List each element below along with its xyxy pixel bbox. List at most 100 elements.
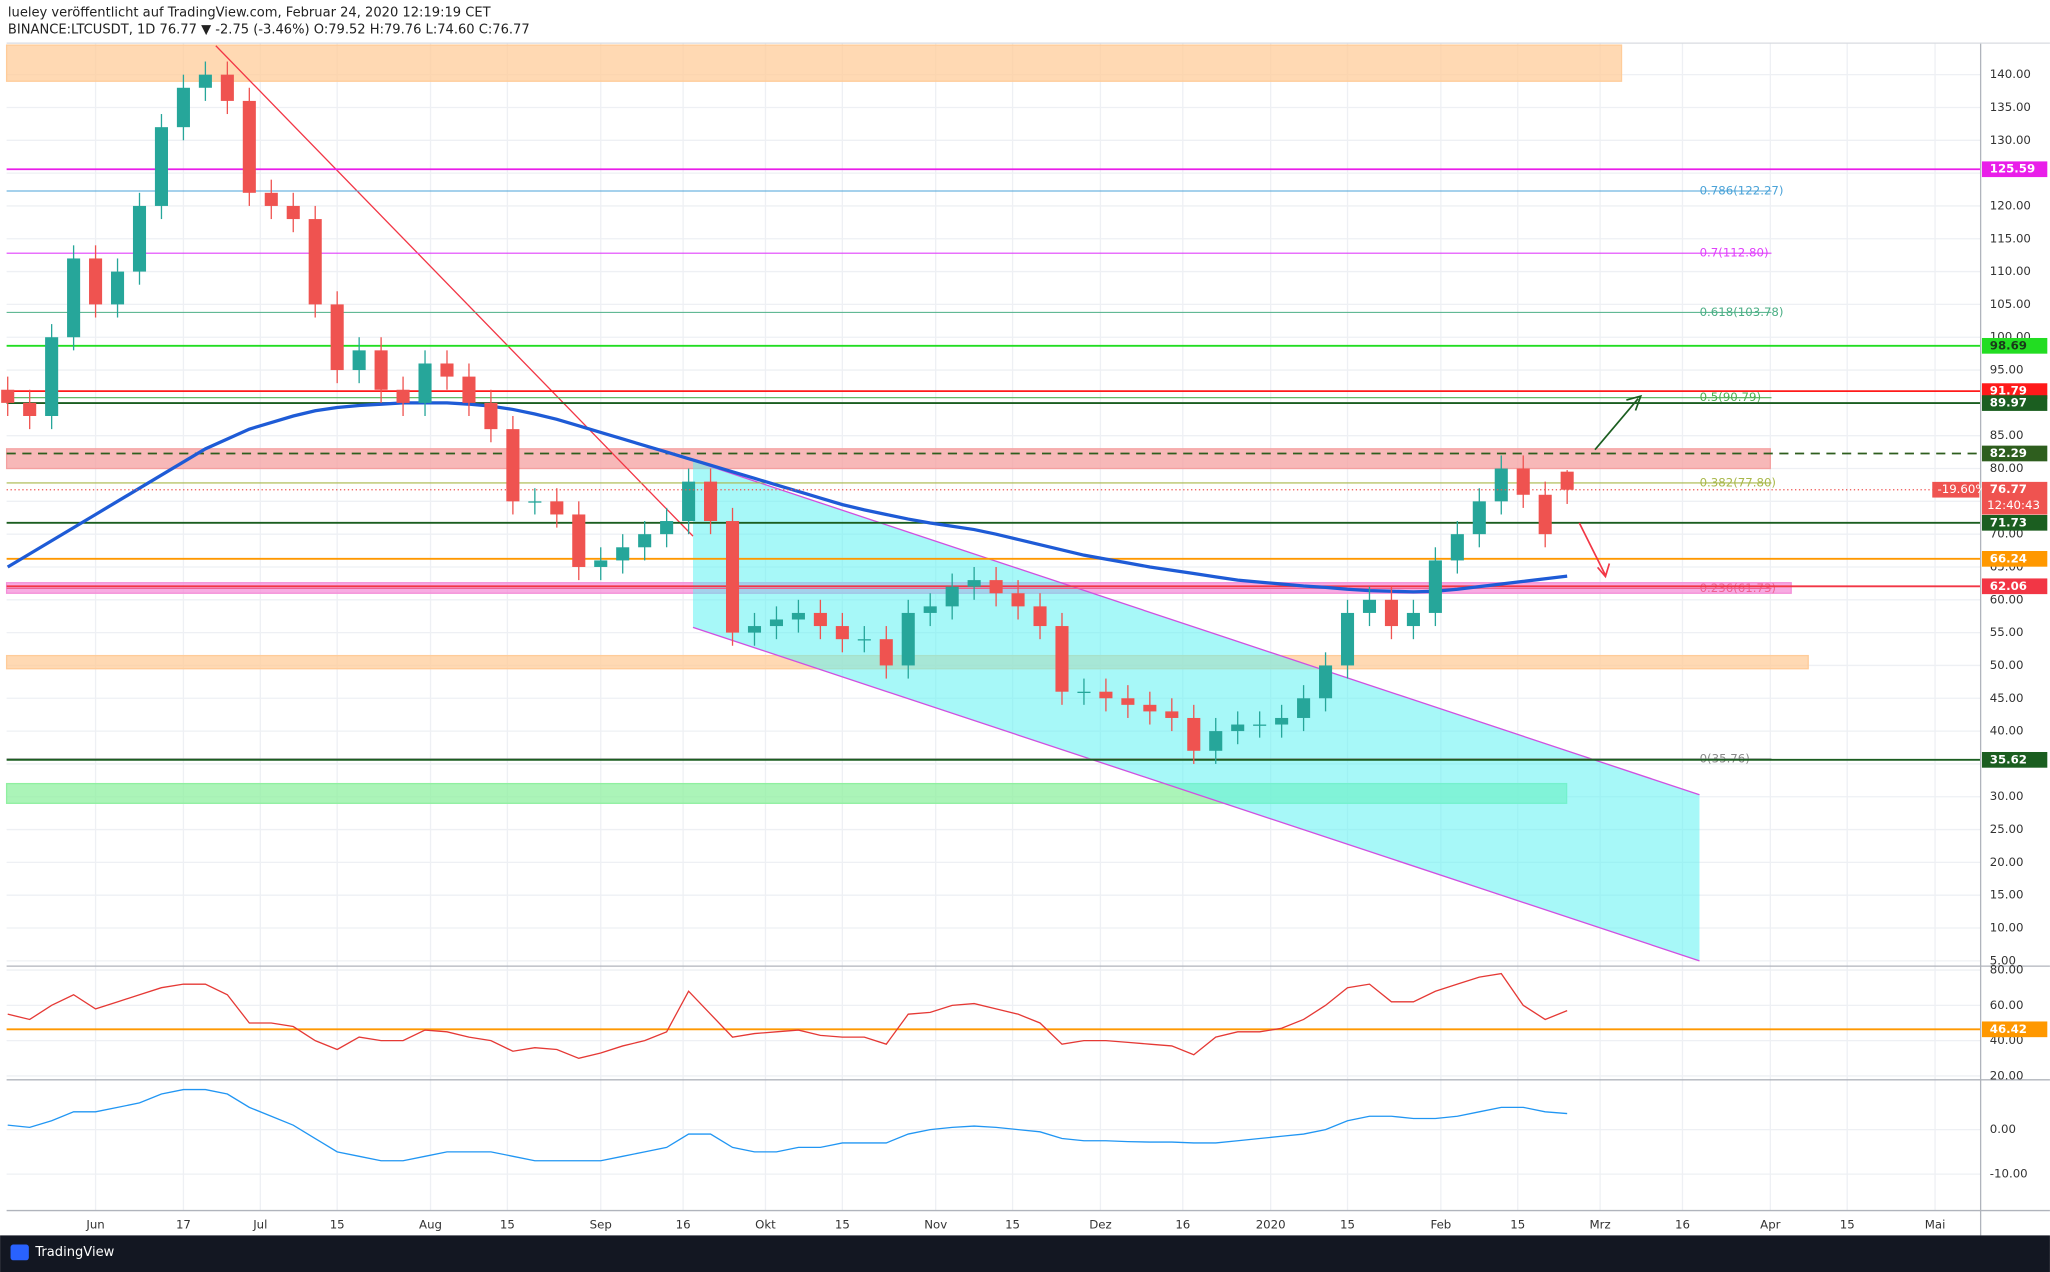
footer-bar bbox=[0, 1235, 2050, 1272]
candle-body bbox=[396, 389, 410, 403]
x-tick-label: 15 bbox=[1510, 1217, 1525, 1231]
level-label-box bbox=[1981, 445, 2048, 462]
candle-body bbox=[1340, 612, 1355, 666]
y-tick-label: 25.00 bbox=[1990, 822, 2024, 836]
x-tick-label: Dez bbox=[1089, 1217, 1111, 1231]
y-tick-label: 45.00 bbox=[1990, 691, 2024, 705]
level-label-box bbox=[1981, 337, 2048, 354]
y-tick-label: 80.00 bbox=[1990, 461, 2024, 475]
candle-body bbox=[1560, 471, 1574, 490]
arrow bbox=[1578, 522, 1607, 576]
candle-body bbox=[572, 514, 586, 567]
candle-body bbox=[1516, 468, 1530, 495]
x-tick-label: 15 bbox=[835, 1217, 850, 1231]
fib-label: 0(35.76) bbox=[1700, 751, 1750, 765]
candle-body bbox=[638, 534, 652, 548]
candle-body bbox=[682, 481, 696, 522]
level-label: 62.06 bbox=[1990, 579, 2027, 593]
x-tick-label: 15 bbox=[1005, 1217, 1020, 1231]
level-label-box bbox=[1981, 550, 2048, 567]
x-tick-label: Nov bbox=[924, 1217, 947, 1231]
zone bbox=[5, 448, 1771, 470]
x-tick-label: 2020 bbox=[1256, 1217, 1286, 1231]
candle-body bbox=[374, 350, 388, 390]
candle-body bbox=[418, 363, 432, 403]
header-title: lueley veröffentlicht auf TradingView.co… bbox=[8, 6, 492, 21]
level-label-box bbox=[1981, 578, 2048, 595]
x-tick-label: Okt bbox=[755, 1217, 776, 1231]
x-tick-label: Mai bbox=[1925, 1217, 1946, 1231]
change-label: -19.60% bbox=[1937, 482, 1986, 496]
level-label: 82.29 bbox=[1990, 446, 2027, 460]
level-label-box bbox=[1981, 383, 2048, 399]
y-tick-label: 20.00 bbox=[1990, 1068, 2024, 1082]
candle-body bbox=[1538, 494, 1552, 535]
fib-label: 0.7(112.80) bbox=[1700, 246, 1769, 260]
y-tick-label: 55.00 bbox=[1990, 625, 2024, 639]
rsi-level-label: 46.42 bbox=[1990, 1022, 2027, 1036]
level-label: 71.73 bbox=[1990, 515, 2027, 529]
x-tick-label: 16 bbox=[1675, 1217, 1690, 1231]
candle-body bbox=[1121, 698, 1135, 705]
candle-body bbox=[1099, 691, 1113, 699]
y-tick-label: 30.00 bbox=[1990, 789, 2024, 803]
candle-body bbox=[967, 580, 981, 587]
y-tick-label: 120.00 bbox=[1990, 198, 2031, 212]
candle-body bbox=[594, 560, 608, 567]
level-label: 66.24 bbox=[1990, 551, 2027, 565]
candle-body bbox=[747, 626, 762, 633]
candle-body bbox=[330, 304, 344, 371]
candle-body bbox=[813, 612, 827, 627]
macd-line bbox=[7, 1088, 1568, 1162]
rsi-line bbox=[7, 972, 1568, 1059]
candle-body bbox=[1319, 665, 1333, 699]
candle-body bbox=[1033, 606, 1047, 627]
arrow-head bbox=[1596, 563, 1611, 579]
y-tick-label: 130.00 bbox=[1990, 133, 2031, 147]
candle-body bbox=[1297, 698, 1311, 718]
candle-body bbox=[220, 74, 234, 101]
candle-body bbox=[1406, 612, 1420, 627]
y-tick-label: 5.00 bbox=[1990, 953, 2016, 967]
candle-body bbox=[1384, 599, 1398, 627]
candle-body bbox=[1187, 717, 1201, 751]
candle-body bbox=[1, 389, 15, 403]
fib-label: 0.236(61.73) bbox=[1700, 581, 1776, 595]
y-tick-label: 80.00 bbox=[1990, 963, 2024, 977]
candle-body bbox=[1362, 599, 1377, 613]
y-tick-label: 0.00 bbox=[1990, 1122, 2016, 1136]
price-box bbox=[1981, 481, 2048, 515]
y-tick-label: 20.00 bbox=[1990, 855, 2024, 869]
level-label: 89.97 bbox=[1990, 396, 2027, 410]
y-tick-label: 40.00 bbox=[1990, 724, 2024, 738]
brand-logo bbox=[10, 1244, 29, 1261]
candle-body bbox=[660, 521, 674, 535]
fib-label: 0.618(103.78) bbox=[1700, 305, 1784, 319]
candle-body bbox=[132, 205, 147, 272]
x-tick-label: 16 bbox=[1175, 1217, 1190, 1231]
candle-body bbox=[879, 639, 893, 666]
candle-body bbox=[154, 127, 168, 206]
candle-body bbox=[506, 429, 520, 502]
y-tick-label: 110.00 bbox=[1990, 264, 2031, 278]
y-tick-label: 60.00 bbox=[1990, 998, 2024, 1012]
x-tick-label: Mrz bbox=[1590, 1217, 1611, 1231]
plot-layer: 0.786(122.27) 0.7(112.80) 0.618(103.78) 0.5… bbox=[1, 43, 1981, 1211]
y-tick-label: 15.00 bbox=[1990, 888, 2024, 902]
candle-body bbox=[616, 547, 630, 561]
x-tick-label: Aug bbox=[419, 1217, 442, 1231]
candle-body bbox=[110, 271, 125, 305]
candle-body bbox=[45, 337, 59, 416]
fib-label: 0.5(90.79) bbox=[1700, 390, 1761, 404]
candle-body bbox=[989, 580, 1003, 594]
candle-body bbox=[1165, 711, 1179, 718]
y-tick-label: 140.00 bbox=[1990, 67, 2031, 81]
x-tick-label: 15 bbox=[1340, 1217, 1355, 1231]
arrow bbox=[1594, 398, 1639, 451]
candle-body bbox=[1472, 501, 1486, 535]
candle-body bbox=[89, 258, 103, 305]
x-tick-label: 16 bbox=[676, 1217, 691, 1231]
candle-body bbox=[1494, 468, 1508, 502]
candle-body bbox=[1055, 626, 1069, 692]
fib-label: 0.786(122.27) bbox=[1700, 184, 1784, 198]
